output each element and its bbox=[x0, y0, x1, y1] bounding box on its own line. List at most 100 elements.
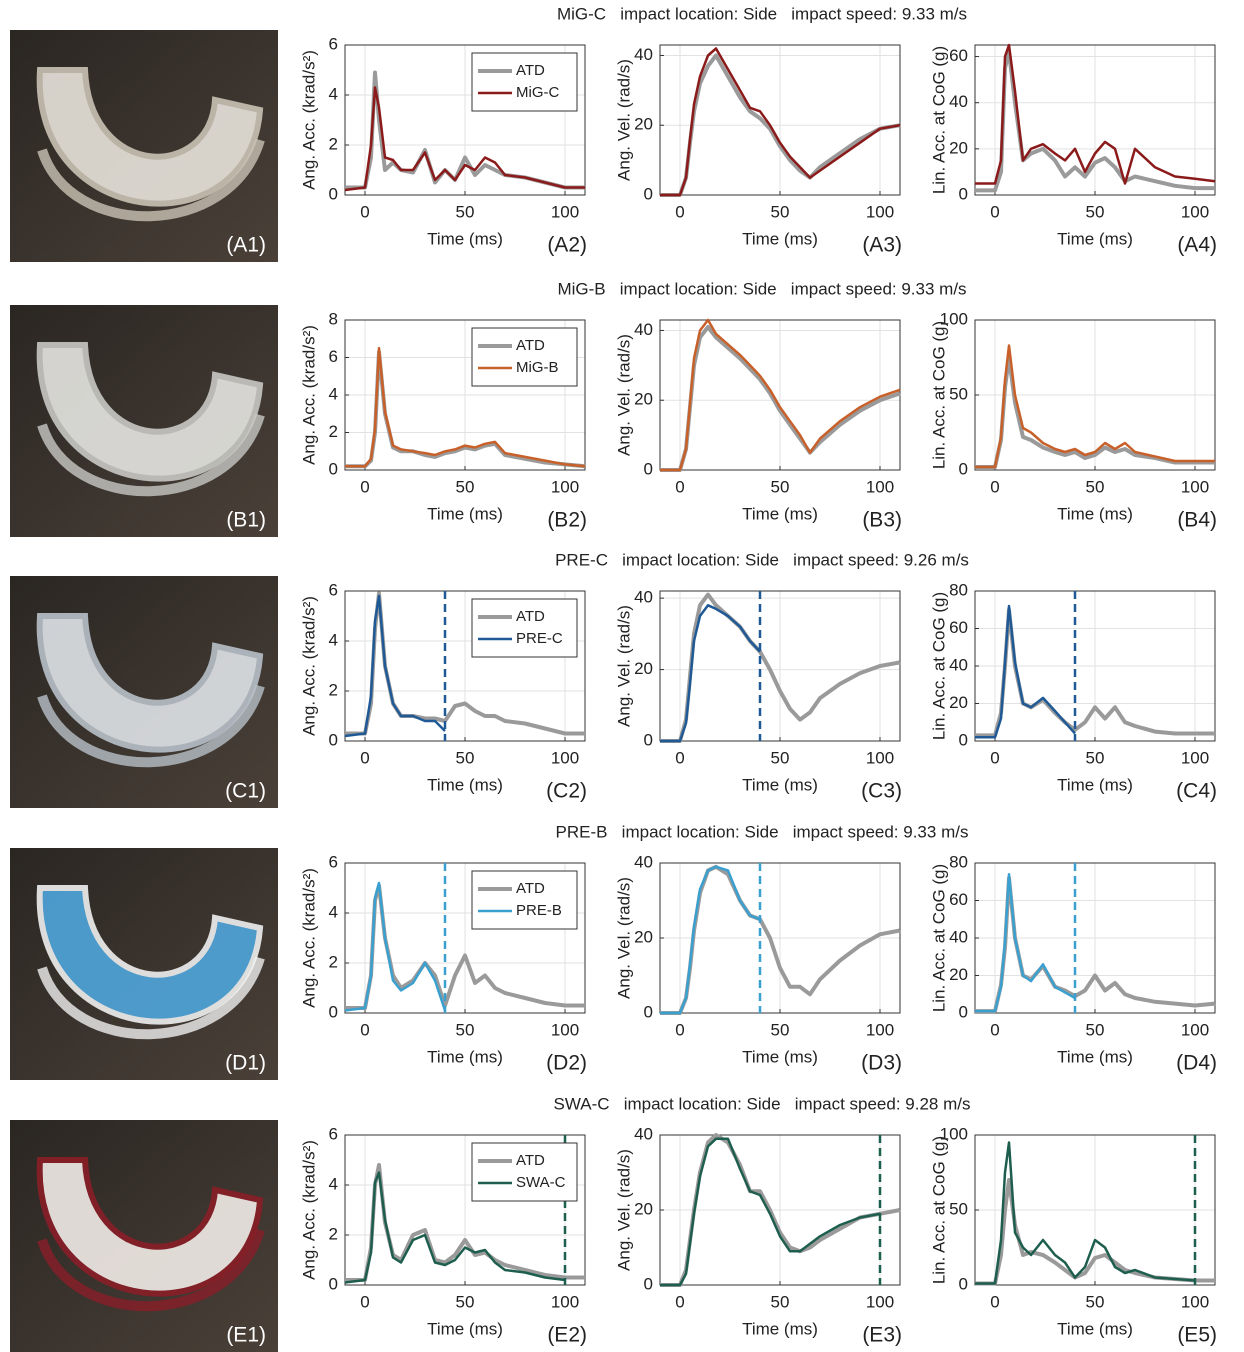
row-title: SWA-C impact location: Side impact speed… bbox=[554, 1094, 971, 1113]
photo-label: (B1) bbox=[226, 509, 266, 532]
y-tick-label: 6 bbox=[329, 347, 338, 366]
panel-label: (D3) bbox=[861, 1052, 902, 1075]
x-axis-label: Time (ms) bbox=[742, 1047, 818, 1066]
y-tick-label: 50 bbox=[949, 1199, 968, 1218]
x-tick-label: 50 bbox=[456, 1292, 475, 1311]
y-tick-label: 20 bbox=[949, 965, 968, 984]
y-axis-label: Ang. Acc. (krad/s²) bbox=[299, 1140, 318, 1280]
x-axis-label: Time (ms) bbox=[1057, 504, 1133, 523]
y-tick-label: 0 bbox=[959, 1274, 968, 1293]
y-tick-label: 20 bbox=[634, 659, 653, 678]
y-tick-label: 0 bbox=[329, 1002, 338, 1021]
y-axis-label: Ang. Acc. (krad/s²) bbox=[299, 325, 318, 465]
x-tick-label: 100 bbox=[551, 202, 579, 221]
y-tick-label: 6 bbox=[329, 34, 338, 53]
panel-label: (E3) bbox=[862, 1324, 902, 1347]
photo-label: (D1) bbox=[225, 1052, 266, 1075]
y-tick-label: 4 bbox=[329, 384, 338, 403]
x-tick-label: 0 bbox=[990, 1292, 999, 1311]
row-title: MiG-C impact location: Side impact speed… bbox=[557, 4, 967, 23]
x-tick-label: 50 bbox=[1086, 202, 1105, 221]
x-axis-label: Time (ms) bbox=[742, 504, 818, 523]
panel-label: (B2) bbox=[547, 509, 587, 532]
y-tick-label: 40 bbox=[634, 852, 653, 871]
y-tick-label: 2 bbox=[329, 1224, 338, 1243]
x-tick-label: 0 bbox=[360, 477, 369, 496]
x-tick-label: 0 bbox=[990, 1020, 999, 1039]
y-axis-label: Ang. Vel. (rad/s) bbox=[614, 1149, 633, 1271]
y-axis-label: Ang. Vel. (rad/s) bbox=[614, 59, 633, 181]
y-axis-label: Ang. Acc. (krad/s²) bbox=[299, 50, 318, 190]
y-axis-label: Lin. Acc. at CoG (g) bbox=[929, 1136, 948, 1284]
x-axis-label: Time (ms) bbox=[742, 1319, 818, 1338]
page: {"rows": [ {"title": "MiG-C impact locat… bbox=[0, 0, 1244, 1352]
y-tick-label: 8 bbox=[329, 309, 338, 328]
x-tick-label: 50 bbox=[456, 748, 475, 767]
x-tick-label: 50 bbox=[771, 1292, 790, 1311]
y-tick-label: 0 bbox=[329, 184, 338, 203]
y-tick-label: 20 bbox=[634, 927, 653, 946]
y-tick-label: 80 bbox=[949, 852, 968, 871]
panel-label: (D2) bbox=[546, 1052, 587, 1075]
y-tick-label: 60 bbox=[949, 46, 968, 65]
y-tick-label: 2 bbox=[329, 134, 338, 153]
x-tick-label: 100 bbox=[1181, 1292, 1209, 1311]
x-tick-label: 0 bbox=[675, 1020, 684, 1039]
x-tick-label: 0 bbox=[990, 748, 999, 767]
x-tick-label: 100 bbox=[866, 202, 894, 221]
x-tick-label: 100 bbox=[551, 1292, 579, 1311]
y-tick-label: 0 bbox=[644, 184, 653, 203]
legend-label: ATD bbox=[516, 880, 545, 897]
x-tick-label: 0 bbox=[675, 748, 684, 767]
x-tick-label: 100 bbox=[1181, 477, 1209, 496]
y-axis-label: Lin. Acc. at CoG (g) bbox=[929, 592, 948, 740]
x-tick-label: 0 bbox=[675, 1292, 684, 1311]
y-tick-label: 0 bbox=[329, 730, 338, 749]
x-tick-label: 0 bbox=[360, 1292, 369, 1311]
y-tick-label: 40 bbox=[634, 588, 653, 607]
panel-label: (D4) bbox=[1176, 1052, 1217, 1075]
photo-label: (E1) bbox=[226, 1324, 266, 1347]
panel-label: (C4) bbox=[1176, 780, 1217, 803]
y-axis-label: Ang. Acc. (krad/s²) bbox=[299, 596, 318, 736]
x-axis-label: Time (ms) bbox=[1057, 229, 1133, 248]
legend-label: ATD bbox=[516, 1152, 545, 1169]
y-tick-label: 40 bbox=[634, 45, 653, 64]
x-axis-label: Time (ms) bbox=[427, 1319, 503, 1338]
row-title: MiG-B impact location: Side impact speed… bbox=[557, 279, 966, 298]
x-tick-label: 100 bbox=[551, 477, 579, 496]
x-tick-label: 50 bbox=[771, 1020, 790, 1039]
x-axis-label: Time (ms) bbox=[427, 229, 503, 248]
legend-label: ATD bbox=[516, 62, 545, 79]
y-tick-label: 40 bbox=[634, 320, 653, 339]
y-tick-label: 0 bbox=[959, 184, 968, 203]
y-tick-label: 6 bbox=[329, 1124, 338, 1143]
y-axis-label: Lin. Acc. at CoG (g) bbox=[929, 864, 948, 1012]
panel-label: (B3) bbox=[862, 509, 902, 532]
x-tick-label: 0 bbox=[675, 202, 684, 221]
y-tick-label: 0 bbox=[959, 730, 968, 749]
y-tick-label: 60 bbox=[949, 890, 968, 909]
y-tick-label: 0 bbox=[644, 459, 653, 478]
x-tick-label: 100 bbox=[1181, 202, 1209, 221]
y-tick-label: 20 bbox=[634, 1199, 653, 1218]
row-title: PRE-B impact location: Side impact speed… bbox=[556, 822, 969, 841]
panel-label: (B4) bbox=[1177, 509, 1217, 532]
photo-label: (C1) bbox=[225, 780, 266, 803]
y-tick-label: 6 bbox=[329, 852, 338, 871]
x-tick-label: 100 bbox=[866, 1020, 894, 1039]
y-tick-label: 60 bbox=[949, 618, 968, 637]
x-tick-label: 100 bbox=[866, 1292, 894, 1311]
y-tick-label: 0 bbox=[644, 730, 653, 749]
x-tick-label: 50 bbox=[1086, 477, 1105, 496]
x-tick-label: 0 bbox=[360, 202, 369, 221]
y-axis-label: Lin. Acc. at CoG (g) bbox=[929, 46, 948, 194]
x-axis-label: Time (ms) bbox=[427, 775, 503, 794]
y-tick-label: 0 bbox=[959, 459, 968, 478]
x-axis-label: Time (ms) bbox=[427, 504, 503, 523]
y-tick-label: 2 bbox=[329, 952, 338, 971]
y-tick-label: 4 bbox=[329, 1174, 338, 1193]
x-axis-label: Time (ms) bbox=[1057, 775, 1133, 794]
y-tick-label: 4 bbox=[329, 902, 338, 921]
y-tick-label: 20 bbox=[949, 693, 968, 712]
